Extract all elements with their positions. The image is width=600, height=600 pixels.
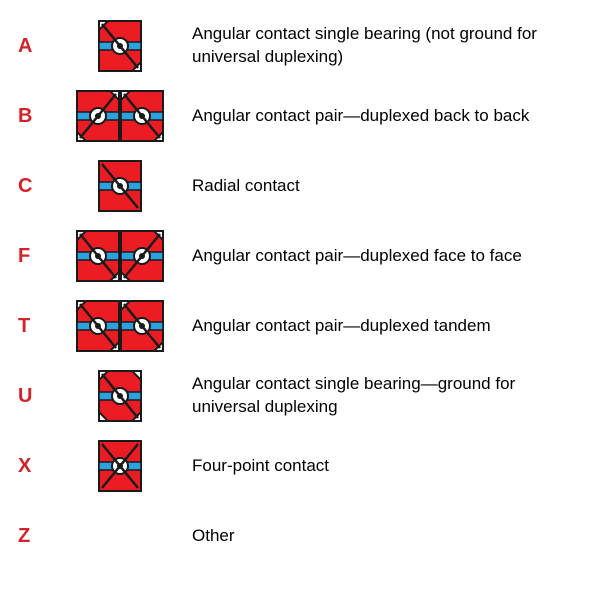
desc-f: Angular contact pair—duplexed face to fa… (192, 245, 582, 268)
code-f: F (18, 245, 48, 268)
desc-b: Angular contact pair—duplexed back to ba… (192, 105, 582, 128)
icon-angular-single-u (64, 370, 176, 422)
code-z: Z (18, 525, 48, 548)
desc-z: Other (192, 525, 582, 548)
icon-angular-single-a (64, 20, 176, 72)
icon-none (64, 510, 176, 562)
icon-angular-pair-face (64, 230, 176, 282)
code-x: X (18, 455, 48, 478)
icon-angular-pair-tandem (64, 300, 176, 352)
code-u: U (18, 385, 48, 408)
icon-radial (64, 160, 176, 212)
icon-four-point (64, 440, 176, 492)
code-a: A (18, 35, 48, 58)
code-t: T (18, 315, 48, 338)
desc-c: Radial contact (192, 175, 582, 198)
code-c: C (18, 175, 48, 198)
desc-x: Four-point contact (192, 455, 582, 478)
desc-t: Angular contact pair—duplexed tandem (192, 315, 582, 338)
bearing-legend: A Angular contact single bearing (not gr… (18, 20, 582, 562)
desc-a: Angular contact single bearing (not grou… (192, 23, 582, 69)
code-b: B (18, 105, 48, 128)
icon-angular-pair-back (64, 90, 176, 142)
desc-u: Angular contact single bearing—ground fo… (192, 373, 582, 419)
